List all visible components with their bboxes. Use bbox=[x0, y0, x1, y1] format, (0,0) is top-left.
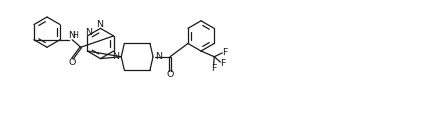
Text: N: N bbox=[96, 20, 103, 29]
Text: O: O bbox=[166, 70, 174, 79]
Text: N: N bbox=[85, 28, 92, 37]
Text: N: N bbox=[68, 31, 75, 40]
Text: O: O bbox=[69, 58, 76, 67]
Text: N: N bbox=[112, 52, 119, 61]
Text: N: N bbox=[155, 52, 162, 61]
Text: F: F bbox=[211, 64, 216, 73]
Text: F: F bbox=[220, 59, 225, 68]
Text: F: F bbox=[222, 48, 228, 57]
Text: H: H bbox=[73, 31, 78, 40]
